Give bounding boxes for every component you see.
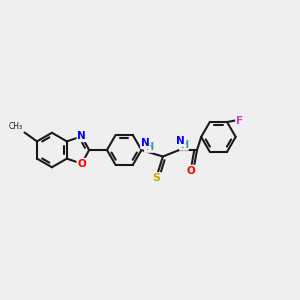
Text: O: O [77, 159, 86, 169]
Text: N: N [141, 139, 150, 148]
Text: N: N [77, 131, 86, 141]
Text: N: N [176, 136, 185, 146]
Text: S: S [153, 173, 160, 183]
Text: CH₃: CH₃ [9, 122, 23, 131]
Text: H: H [145, 142, 153, 152]
Text: O: O [186, 166, 195, 176]
Text: F: F [236, 116, 243, 125]
Text: H: H [180, 140, 188, 150]
